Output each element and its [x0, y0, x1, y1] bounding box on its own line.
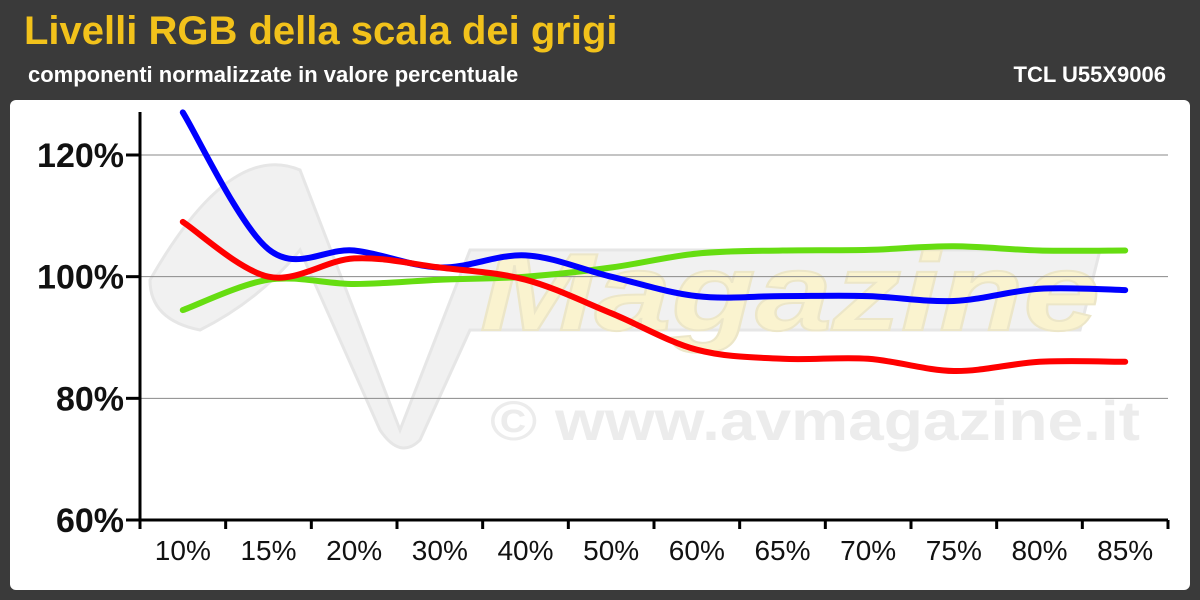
x-tick-label: 60%	[669, 535, 725, 566]
chart-title: Livelli RGB della scala dei grigi	[24, 9, 618, 53]
x-tick-label: 65%	[754, 535, 810, 566]
x-tick-label: 70%	[840, 535, 896, 566]
y-tick-label: 60%	[56, 502, 124, 540]
x-tick-label: 75%	[926, 535, 982, 566]
x-tick-label: 40%	[497, 535, 553, 566]
x-tick-label: 80%	[1011, 535, 1067, 566]
watermark-site: © www.avmagazine.it	[490, 389, 1140, 452]
y-tick-label: 120%	[37, 137, 124, 175]
series-line	[179, 109, 1129, 305]
x-tick-label: 85%	[1097, 535, 1153, 566]
series-line	[179, 243, 1129, 314]
chart-subtitle: componenti normalizzate in valore percen…	[28, 62, 519, 87]
watermark-av-logo	[148, 163, 1102, 450]
x-tick-label: 10%	[155, 535, 211, 566]
x-tick-label: 30%	[412, 535, 468, 566]
watermark: Magazine © www.avmagazine.it	[148, 163, 1140, 452]
y-tick-label: 100%	[37, 259, 124, 297]
x-tick-label: 50%	[583, 535, 639, 566]
plot-panel	[10, 100, 1190, 590]
x-tick-label: 15%	[240, 535, 296, 566]
x-tick-label: 20%	[326, 535, 382, 566]
tv-model-label: TCL U55X9006	[1013, 62, 1166, 87]
series-line	[179, 218, 1129, 375]
y-tick-label: 80%	[56, 380, 124, 418]
